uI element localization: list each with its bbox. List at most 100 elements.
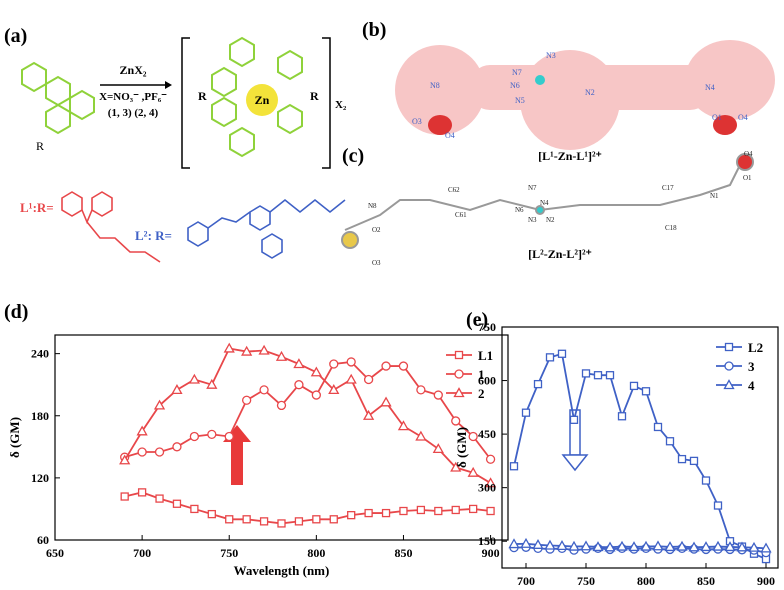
legend-label: 3	[748, 359, 755, 374]
marker	[416, 385, 426, 395]
marker	[171, 384, 183, 395]
marker	[277, 519, 286, 528]
marker	[467, 466, 479, 477]
marker	[189, 431, 200, 442]
marker	[188, 373, 200, 384]
series-line	[124, 491, 491, 525]
marker	[328, 384, 340, 395]
marker	[617, 412, 627, 421]
marker	[664, 541, 676, 552]
marker	[154, 447, 165, 457]
x-axis-label: Wavelength (nm)	[234, 563, 330, 578]
marker	[676, 540, 688, 551]
marker	[604, 541, 616, 552]
marker	[119, 454, 131, 465]
marker	[713, 501, 723, 510]
y-tick-label: 240	[31, 347, 49, 361]
marker	[593, 371, 603, 380]
marker	[533, 379, 543, 389]
atom-label: C17	[662, 184, 674, 192]
marker	[223, 342, 235, 353]
marker	[347, 511, 356, 520]
marker	[275, 350, 288, 361]
marker	[294, 380, 304, 390]
carbazole-l2	[187, 198, 346, 259]
marker	[312, 515, 321, 524]
marker	[190, 504, 199, 514]
marker	[736, 541, 748, 552]
atom-label: C61	[455, 211, 467, 219]
y-tick-label: 750	[478, 320, 496, 334]
marker	[451, 505, 460, 515]
x-tick-label: 900	[482, 546, 500, 560]
marker	[450, 461, 462, 472]
marker	[434, 506, 443, 516]
marker	[469, 504, 478, 514]
marker	[381, 361, 391, 371]
zinc-center	[246, 84, 278, 116]
panel-label: (d)	[4, 301, 28, 323]
atom-label: O1	[712, 113, 722, 122]
y-tick-label: 60	[37, 533, 49, 547]
panel-label: (b)	[362, 19, 386, 41]
marker	[258, 344, 270, 355]
carbazole-l1	[61, 191, 161, 263]
series-line	[124, 360, 492, 460]
atom-label: N4	[540, 199, 549, 207]
y-tick-label: 450	[478, 427, 496, 441]
legend-label: 4	[748, 378, 755, 393]
panel-label: (e)	[466, 309, 488, 331]
atom-label: N8	[368, 202, 377, 210]
marker	[592, 541, 604, 552]
legend-label: 1	[478, 367, 485, 382]
x-tick-label: 900	[757, 574, 775, 585]
marker	[653, 422, 663, 432]
y-tick-label: 600	[478, 374, 496, 388]
marker	[311, 390, 321, 400]
x-tick-label: 750	[220, 546, 238, 560]
atom-label: N5	[515, 96, 525, 105]
marker	[432, 443, 444, 454]
marker	[155, 494, 164, 503]
marker	[509, 462, 519, 471]
marker	[581, 369, 591, 378]
marker	[415, 430, 427, 441]
marker	[310, 366, 322, 377]
marker	[381, 508, 391, 518]
atom-label: C18	[665, 224, 677, 232]
marker	[520, 537, 532, 548]
caption: [L²-Zn-L²]²⁺	[528, 247, 592, 261]
marker	[363, 374, 374, 385]
marker	[760, 542, 772, 553]
legend-label: 2	[478, 386, 485, 401]
atom-label: O2	[372, 226, 381, 234]
atom-label: O4	[738, 113, 748, 122]
crystal-structure-c	[341, 153, 754, 249]
y-axis-label: δ (GM)	[454, 427, 469, 468]
marker	[364, 508, 373, 518]
legend-marker	[454, 369, 464, 379]
marker	[641, 387, 651, 396]
marker	[416, 505, 426, 515]
marker	[242, 515, 251, 524]
complex-structure	[211, 36, 303, 158]
x-tick-label: 700	[517, 574, 535, 585]
atom-label: O4	[744, 150, 753, 158]
atom-label: N1	[710, 192, 719, 200]
marker	[665, 437, 675, 446]
atom-label: N6	[515, 206, 524, 214]
marker	[380, 396, 392, 407]
marker	[485, 454, 496, 464]
atom-label: N6	[510, 81, 520, 90]
marker	[137, 488, 147, 497]
atom-label: N2	[585, 88, 595, 97]
r-group: R	[36, 139, 44, 153]
marker	[294, 517, 304, 526]
marker	[712, 540, 724, 551]
marker	[580, 540, 592, 551]
atom-label: O3	[412, 117, 422, 126]
compounds: (1, 3) (2, 4)	[108, 107, 159, 119]
metal: Zn	[255, 93, 270, 107]
r-group: R	[198, 89, 207, 103]
marker	[433, 390, 443, 400]
